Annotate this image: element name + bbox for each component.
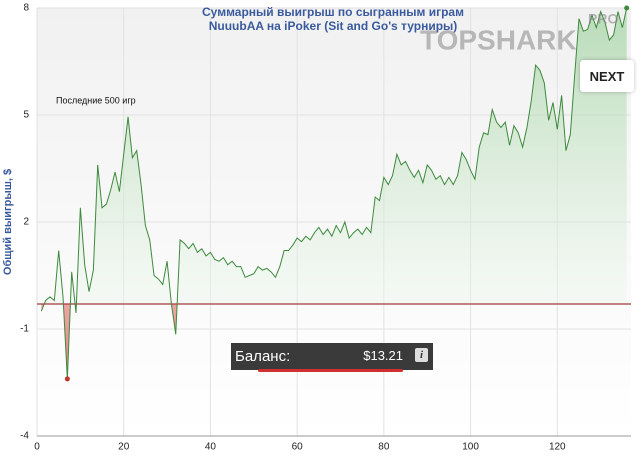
- x-tick-label: 120: [549, 442, 566, 453]
- logo: TOPSHARK: [420, 24, 577, 55]
- x-tick-label: 20: [118, 442, 130, 453]
- balance-label: Баланс:: [235, 348, 291, 365]
- balance-bar: [258, 369, 403, 372]
- last-point: [624, 5, 630, 11]
- info-icon[interactable]: i: [415, 348, 428, 362]
- x-tick-label: 80: [378, 442, 390, 453]
- min-point: [64, 376, 70, 382]
- line: [40, 7, 628, 379]
- x-tick-label: 40: [205, 442, 217, 453]
- y-tick-label: 8: [23, 3, 29, 14]
- area-positive: [41, 8, 627, 305]
- x-tick-label: 60: [292, 442, 304, 453]
- y-tick-label: 2: [23, 217, 29, 228]
- x-tick-label: 100: [462, 442, 479, 453]
- y-tick-label: -1: [20, 324, 29, 335]
- balance-value: $13.21: [363, 348, 403, 363]
- y-tick-label: -4: [20, 431, 29, 442]
- annotation: Последние 500 игр: [56, 95, 136, 105]
- chart-subtitle: NuuubAA на iPoker (Sit and Go's турниры): [209, 19, 458, 33]
- y-tick-label: 5: [23, 110, 29, 121]
- x-tick-label: 0: [34, 442, 40, 453]
- logo-badge: PRO: [588, 11, 618, 27]
- next-button[interactable]: NEXT: [580, 60, 634, 92]
- y-axis-label: Общий выигрыш, $: [2, 169, 14, 275]
- balance-box: Баланс: $13.21 i: [231, 343, 433, 370]
- chart-title: Суммарный выигрыш по сыгранным играм: [202, 5, 464, 19]
